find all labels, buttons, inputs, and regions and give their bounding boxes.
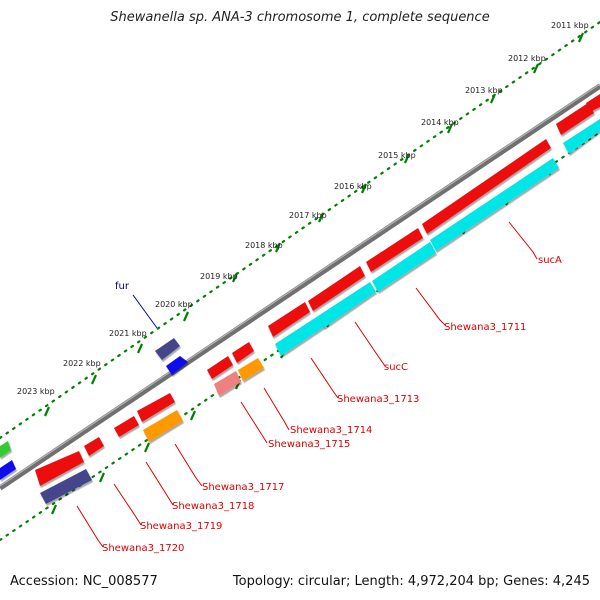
leader-sucC [354,321,386,367]
cds-sucC[interactable] [318,282,376,328]
cds-right-edge[interactable] [563,119,600,154]
label-shewana3-1713[interactable]: Shewana3_1713 [337,394,419,405]
label-shewana3-1711[interactable]: Shewana3_1711 [444,322,526,333]
gene-forward-blue[interactable] [166,356,188,375]
gene-shewana3-1713[interactable] [268,302,310,337]
tick-label-2017: 2017 kbp [289,211,327,220]
tick-label-2016: 2016 kbp [334,182,372,191]
leader-shewana3-1715 [240,401,268,444]
inner-tick-track [0,130,600,542]
tick-labels: 2011 kbp 2012 kbp 2013 kbp 2014 kbp 2015… [17,21,589,396]
cds-shewana3-1715[interactable] [214,371,241,396]
label-shewana3-1715[interactable]: Shewana3_1715 [268,439,350,450]
gene-shewana3-1714[interactable] [232,342,254,363]
tick-label-2012: 2012 kbp [508,54,546,63]
outer-tick-track [0,20,600,440]
cds-shewana3-1717[interactable] [143,410,183,442]
tick-label-2020: 2020 kbp [155,300,193,309]
tick-label-2013: 2013 kbp [465,86,503,95]
tick-label-2019: 2019 kbp [200,272,238,281]
cds-shewana3-1720[interactable] [40,469,92,504]
leader-shewana3-1717 [174,443,203,487]
tick-label-2018: 2018 kbp [245,241,283,250]
tick-label-2014: 2014 kbp [421,118,459,127]
tick-label-2023: 2023 kbp [17,387,55,396]
label-shewana3-1719[interactable]: Shewana3_1719 [140,521,222,532]
accession-text: Accession: NC_008577 [10,574,158,589]
summary-text: Topology: circular; Length: 4,972,204 bp… [232,574,590,589]
label-shewana3-1714[interactable]: Shewana3_1714 [290,425,372,436]
leader-shewana3-1711 [415,287,447,327]
gene-shewana3-1718[interactable] [114,416,139,437]
gene-shewana3-1719[interactable] [84,437,104,456]
label-shewana3-1717[interactable]: Shewana3_1717 [202,482,284,493]
label-leader-lines [76,221,538,548]
tick-label-2015: 2015 kbp [378,151,416,160]
gene-shewana3-1717[interactable] [137,393,175,422]
gene-shewana3-1715[interactable] [207,356,233,379]
leader-fur [132,294,158,329]
tick-label-2011: 2011 kbp [551,21,589,30]
gene-labels: sucA Shewana3_1711 sucC Shewana3_1713 Sh… [102,255,562,554]
label-shewana3-1720[interactable]: Shewana3_1720 [102,543,184,554]
label-fur[interactable]: fur [115,281,130,292]
leader-shewana3-1718 [145,461,174,506]
gene-shewana3-1720[interactable] [35,451,84,486]
leader-shewana3-1719 [113,483,142,526]
cds-sucA[interactable] [430,158,559,251]
gene-fur[interactable] [155,338,180,360]
label-sucA[interactable]: sucA [538,255,562,266]
cds-shewana3-1714[interactable] [238,358,264,381]
chromosome-backbone [0,83,600,491]
gene-green-edge[interactable] [0,441,11,458]
label-sucC[interactable]: sucC [384,362,408,373]
gene-sucC[interactable] [308,266,365,311]
gene-shewana3-1711[interactable] [366,228,423,272]
gene-sucA[interactable] [422,139,551,234]
label-shewana3-1718[interactable]: Shewana3_1718 [172,501,254,512]
gene-blue-edge[interactable] [0,460,16,480]
gene-right-edge-2[interactable] [556,103,594,135]
leader-sucA [508,221,538,260]
map-title: Shewanella sp. ANA-3 chromosome 1, compl… [110,10,490,25]
tick-marks-outer [43,32,585,417]
leader-shewana3-1713 [310,357,339,399]
tick-label-2022: 2022 kbp [63,359,101,368]
cds-shewana3-1713[interactable] [275,316,324,356]
leader-shewana3-1720 [76,505,104,548]
cds-shewana3-1711[interactable] [372,242,436,292]
leader-shewana3-1714 [263,387,290,431]
chromosome-backbone-highlight [0,83,600,487]
tick-label-2021: 2021 kbp [109,329,147,338]
